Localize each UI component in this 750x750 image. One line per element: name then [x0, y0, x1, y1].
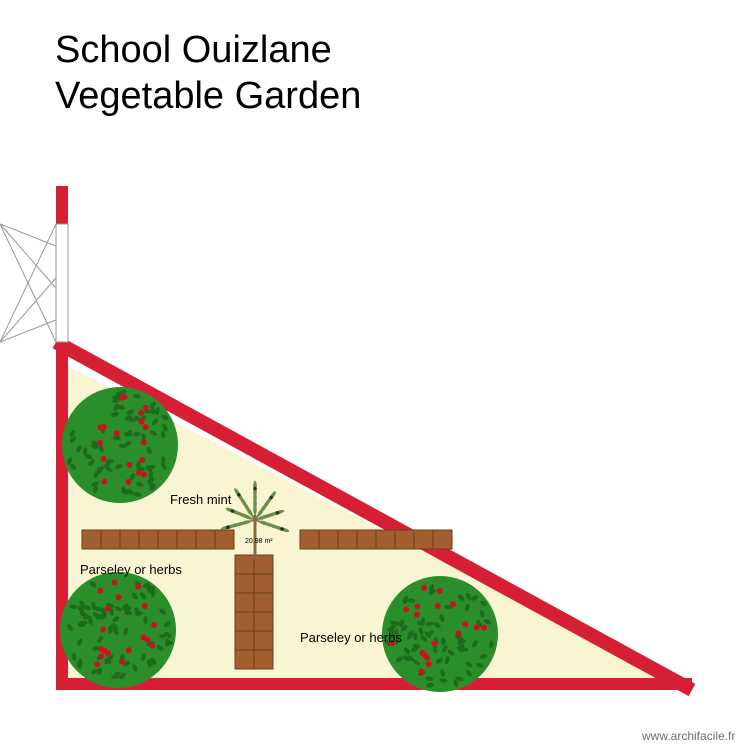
title-line-1: School Ouizlane [55, 29, 332, 71]
watermark: www.archifacile.fr [642, 729, 735, 743]
title-line-2: Vegetable Garden [55, 75, 361, 117]
area-label: 20.98 m² [245, 538, 273, 545]
plan-label-1: Parseley or herbs [80, 562, 182, 577]
page-title: School Ouizlane Vegetable Garden [55, 28, 361, 119]
plan-label-0: Fresh mint [170, 492, 231, 507]
plan-label-2: Parseley or herbs [300, 630, 402, 645]
